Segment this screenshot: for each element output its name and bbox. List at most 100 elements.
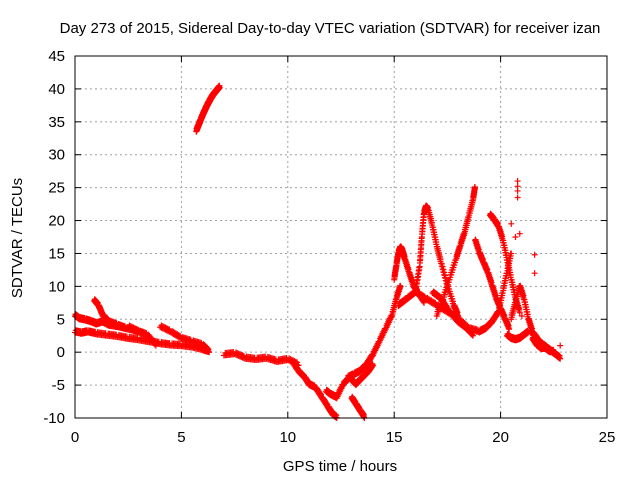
data-point — [177, 332, 184, 339]
series-outlier-arc — [193, 82, 223, 135]
data-point — [187, 336, 194, 343]
data-point — [420, 292, 427, 299]
data-point — [452, 314, 459, 321]
series-cusp-3 — [433, 183, 479, 319]
series-cross-down-2 — [429, 288, 476, 339]
data-point — [442, 272, 449, 279]
data-point — [158, 322, 165, 329]
data-point — [130, 324, 137, 331]
series-mid-a — [125, 322, 159, 349]
y-tick-label: 25 — [48, 180, 65, 197]
data-point — [317, 390, 324, 397]
x-tick-label: 5 — [177, 429, 185, 446]
data-point — [216, 84, 223, 91]
y-tick-label: 0 — [57, 344, 65, 361]
data-point — [293, 364, 300, 371]
data-point — [131, 325, 138, 332]
series-mid-b — [157, 322, 213, 356]
data-point — [162, 324, 169, 331]
y-tick-label: 30 — [48, 147, 65, 164]
data-point — [159, 323, 166, 330]
data-point — [472, 184, 479, 191]
data-point — [435, 292, 442, 299]
x-tick-label: 0 — [71, 429, 79, 446]
y-tick-label: 20 — [48, 213, 65, 230]
data-point — [557, 355, 564, 362]
data-point — [150, 337, 157, 344]
data-point — [439, 263, 446, 270]
data-point — [469, 332, 476, 339]
data-point — [286, 355, 293, 362]
data-point — [514, 194, 521, 201]
data-point — [431, 299, 438, 306]
data-point — [469, 329, 476, 336]
data-point — [518, 312, 525, 319]
x-tick-label: 25 — [599, 429, 616, 446]
series-lower-bump — [503, 327, 532, 344]
y-tick-label: -5 — [52, 377, 65, 394]
series-low-spike — [348, 393, 368, 421]
data-point — [449, 298, 456, 305]
series-late-rise — [476, 250, 515, 336]
data-point — [468, 328, 475, 335]
y-tick-label: 45 — [48, 48, 65, 65]
data-point — [206, 349, 213, 356]
series-rise — [344, 282, 404, 382]
data-point — [152, 342, 159, 349]
data-point — [165, 325, 172, 332]
data-point — [441, 269, 448, 276]
x-tick-label: 15 — [386, 429, 403, 446]
data-point — [122, 323, 129, 330]
data-point — [388, 312, 395, 319]
data-point — [205, 346, 212, 353]
series-flat-mid — [220, 349, 302, 369]
data-point — [129, 323, 136, 330]
series-scattered — [508, 220, 564, 349]
data-point — [369, 362, 376, 369]
data-point — [323, 400, 330, 407]
y-tick-label: 10 — [48, 278, 65, 295]
series-scattered-high — [514, 178, 521, 201]
series-dip — [289, 357, 340, 421]
series-bump-1 — [91, 296, 130, 333]
data-point — [550, 349, 557, 356]
data-point — [240, 352, 247, 359]
data-point — [512, 234, 519, 240]
x-tick-labels: 0 5 10 15 20 25 — [71, 429, 616, 446]
data-point — [508, 250, 515, 257]
series-tail-b — [529, 334, 557, 356]
data-point — [161, 323, 168, 330]
y-tick-label: 35 — [48, 114, 65, 131]
y-tick-label: -10 — [43, 410, 65, 427]
data-point — [204, 345, 211, 352]
x-axis-label: GPS time / hours — [283, 458, 397, 475]
y-tick-label: 5 — [57, 311, 65, 328]
data-point — [531, 270, 538, 277]
data-point — [516, 309, 523, 316]
x-tick-label: 10 — [279, 429, 296, 446]
data-point — [525, 329, 532, 336]
data-point — [126, 322, 133, 329]
data-point — [440, 266, 447, 273]
data-point — [557, 342, 564, 349]
data-point — [438, 260, 445, 267]
data-point — [508, 220, 515, 227]
data-point — [133, 325, 140, 332]
data-point — [531, 251, 538, 258]
data-point — [516, 230, 523, 237]
data-point — [514, 178, 521, 185]
data-point — [127, 323, 134, 330]
y-tick-labels: -10 -5 0 5 10 15 20 25 30 35 40 45 — [43, 48, 65, 427]
chart-title: Day 273 of 2015, Sidereal Day-to-day VTE… — [60, 20, 601, 37]
data-point — [163, 325, 170, 332]
plot-frame — [74, 55, 608, 419]
data-point — [494, 308, 501, 315]
series-cusp-2 — [412, 202, 462, 319]
data-point — [514, 187, 521, 194]
y-tick-label: 40 — [48, 81, 65, 98]
data-point — [175, 332, 182, 339]
y-tick-label: 15 — [48, 245, 65, 262]
